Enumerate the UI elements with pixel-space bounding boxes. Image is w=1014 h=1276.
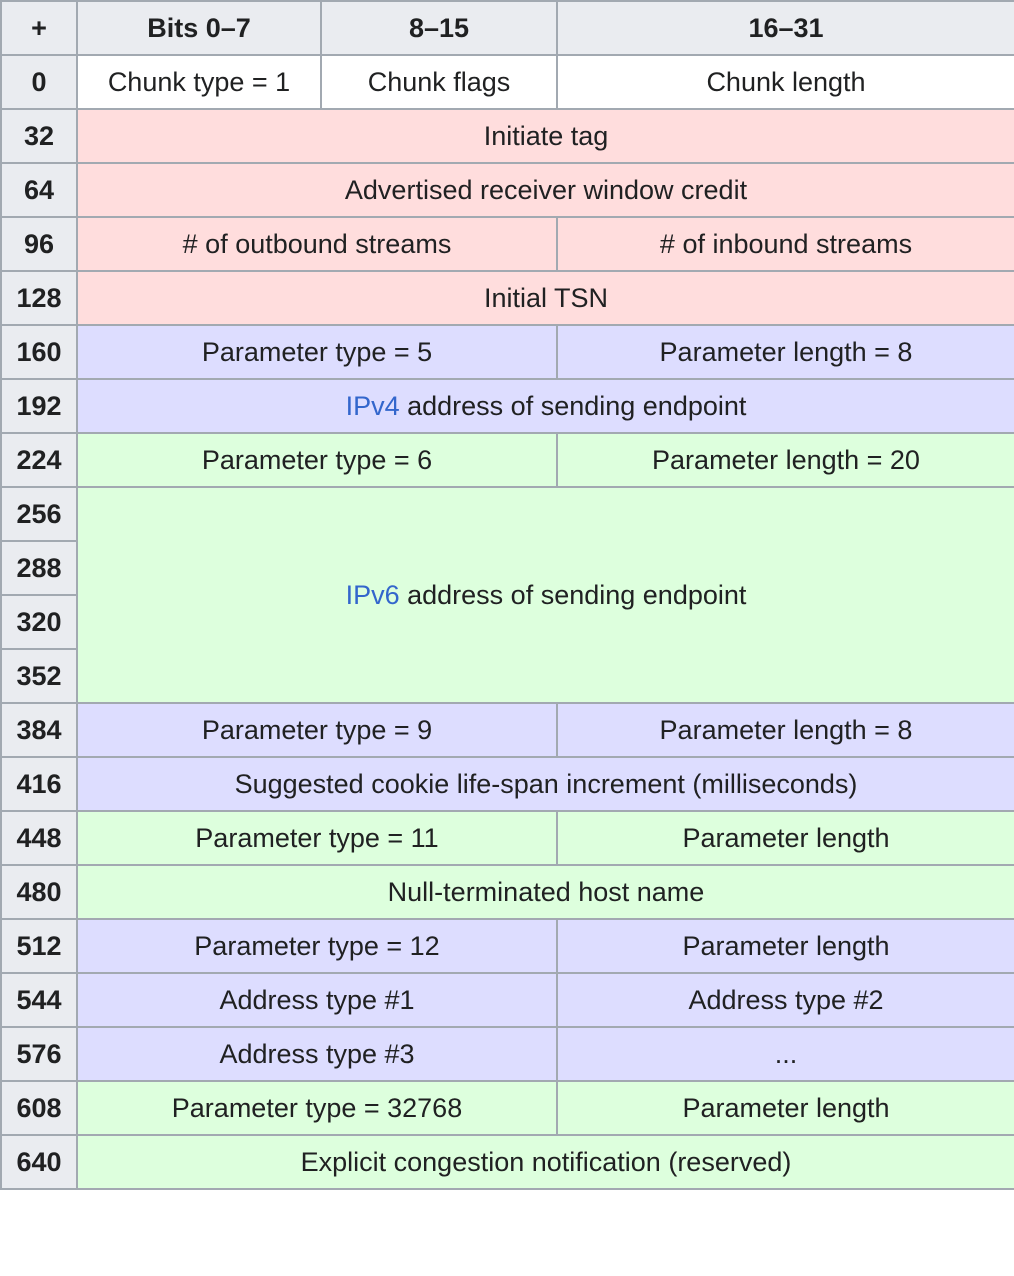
row-offset: 512 <box>0 918 78 974</box>
row-offset: 288 <box>0 540 78 596</box>
table-row: 288 <box>0 540 1014 596</box>
row-offset: 448 <box>0 810 78 866</box>
parameter-length-cell: Parameter length <box>556 810 1014 866</box>
table-row: 192 IPv4 address of sending endpoint <box>0 378 1014 434</box>
parameter-type-cell: Parameter type = 11 <box>76 810 558 866</box>
table-row: 544 Address type #1 Address type #2 <box>0 972 1014 1028</box>
table-row: 64 Advertised receiver window credit <box>0 162 1014 218</box>
outbound-streams-cell: # of outbound streams <box>76 216 558 272</box>
table-row: 96 # of outbound streams # of inbound st… <box>0 216 1014 272</box>
address-type-cell: Address type #1 <box>76 972 558 1028</box>
initiate-tag-cell: Initiate tag <box>76 108 1014 164</box>
parameter-length-cell: Parameter length = 8 <box>556 324 1014 380</box>
chunk-length-cell: Chunk length <box>556 54 1014 110</box>
table-row: 352 <box>0 648 1014 704</box>
table-row: 640 Explicit congestion notification (re… <box>0 1134 1014 1190</box>
inbound-streams-cell: # of inbound streams <box>556 216 1014 272</box>
parameter-length-cell: Parameter length <box>556 918 1014 974</box>
parameter-type-cell: Parameter type = 5 <box>76 324 558 380</box>
table-row: 32 Initiate tag <box>0 108 1014 164</box>
table-row: 320 <box>0 594 1014 650</box>
cookie-lifespan-cell: Suggested cookie life-span increment (mi… <box>76 756 1014 812</box>
initial-tsn-cell: Initial TSN <box>76 270 1014 326</box>
address-type-cell: Address type #2 <box>556 972 1014 1028</box>
table-row: 576 Address type #3 ... <box>0 1026 1014 1082</box>
row-offset: 256 <box>0 486 78 542</box>
header-bits-0-7: Bits 0–7 <box>76 0 322 56</box>
row-offset: 416 <box>0 756 78 812</box>
row-offset: 192 <box>0 378 78 434</box>
header-offset: + <box>0 0 78 56</box>
receiver-window-cell: Advertised receiver window credit <box>76 162 1014 218</box>
table-row: 160 Parameter type = 5 Parameter length … <box>0 324 1014 380</box>
row-offset: 352 <box>0 648 78 704</box>
ipv4-address-cell: IPv4 address of sending endpoint <box>76 378 1014 434</box>
sctp-init-chunk-table: + Bits 0–7 8–15 16–31 0 Chunk type = 1 C… <box>0 0 1014 1190</box>
parameter-length-cell: Parameter length = 20 <box>556 432 1014 488</box>
row-offset: 576 <box>0 1026 78 1082</box>
table-row: 608 Parameter type = 32768 Parameter len… <box>0 1080 1014 1136</box>
table-row: 480 Null-terminated host name <box>0 864 1014 920</box>
chunk-flags-cell: Chunk flags <box>320 54 558 110</box>
header-bits-8-15: 8–15 <box>320 0 558 56</box>
parameter-type-cell: Parameter type = 6 <box>76 432 558 488</box>
row-offset: 480 <box>0 864 78 920</box>
row-offset: 320 <box>0 594 78 650</box>
row-offset: 0 <box>0 54 78 110</box>
table-row: 0 Chunk type = 1 Chunk flags Chunk lengt… <box>0 54 1014 110</box>
table-row: 448 Parameter type = 11 Parameter length <box>0 810 1014 866</box>
ipv4-address-text: address of sending endpoint <box>399 390 747 421</box>
ipv6-link[interactable]: IPv6 <box>345 579 400 610</box>
ellipsis-cell: ... <box>556 1026 1014 1082</box>
ipv6-address-text: address of sending endpoint <box>399 579 747 610</box>
row-offset: 96 <box>0 216 78 272</box>
parameter-type-cell: Parameter type = 32768 <box>76 1080 558 1136</box>
parameter-type-cell: Parameter type = 9 <box>76 702 558 758</box>
table-row: 384 Parameter type = 9 Parameter length … <box>0 702 1014 758</box>
ipv6-address-cell: IPv6 address of sending endpoint <box>76 486 1014 704</box>
row-offset: 64 <box>0 162 78 218</box>
parameter-type-cell: Parameter type = 12 <box>76 918 558 974</box>
parameter-length-cell: Parameter length <box>556 1080 1014 1136</box>
address-type-cell: Address type #3 <box>76 1026 558 1082</box>
row-offset: 608 <box>0 1080 78 1136</box>
table-row: 256 IPv6 address of sending endpoint <box>0 486 1014 704</box>
row-offset: 128 <box>0 270 78 326</box>
row-offset: 224 <box>0 432 78 488</box>
chunk-type-cell: Chunk type = 1 <box>76 54 322 110</box>
row-offset: 384 <box>0 702 78 758</box>
header-bits-16-31: 16–31 <box>556 0 1014 56</box>
ipv4-link[interactable]: IPv4 <box>345 390 400 421</box>
table-row: 512 Parameter type = 12 Parameter length <box>0 918 1014 974</box>
parameter-length-cell: Parameter length = 8 <box>556 702 1014 758</box>
host-name-cell: Null-terminated host name <box>76 864 1014 920</box>
header-row: + Bits 0–7 8–15 16–31 <box>0 0 1014 56</box>
row-offset: 640 <box>0 1134 78 1190</box>
ecn-cell: Explicit congestion notification (reserv… <box>76 1134 1014 1190</box>
row-offset: 32 <box>0 108 78 164</box>
table-row: 128 Initial TSN <box>0 270 1014 326</box>
table-row: 224 Parameter type = 6 Parameter length … <box>0 432 1014 488</box>
row-offset: 544 <box>0 972 78 1028</box>
table-row: 416 Suggested cookie life-span increment… <box>0 756 1014 812</box>
row-offset: 160 <box>0 324 78 380</box>
